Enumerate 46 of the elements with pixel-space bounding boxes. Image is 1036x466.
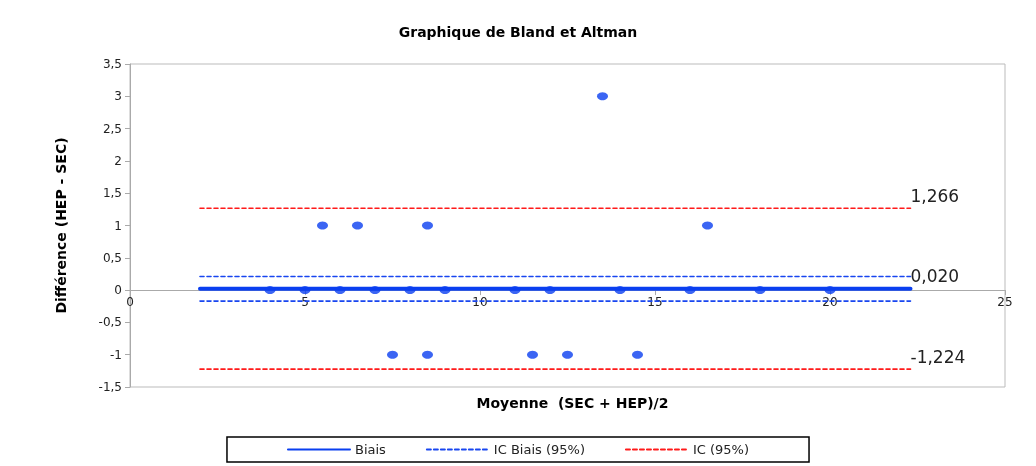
y-tick-label: 1 bbox=[114, 218, 122, 233]
data-label: 1,266 bbox=[910, 185, 960, 206]
y-tick-label: -1 bbox=[110, 347, 122, 362]
point bbox=[544, 286, 556, 295]
point bbox=[824, 286, 836, 295]
legend-label: IC Biais (95%) bbox=[493, 442, 585, 457]
y-tick-label: 0 bbox=[114, 283, 122, 298]
data-label: -1,224 bbox=[910, 346, 966, 367]
legend-label: IC (95%) bbox=[692, 442, 750, 457]
point bbox=[439, 286, 451, 295]
point bbox=[754, 286, 766, 295]
y-tick-label: -0,5 bbox=[98, 315, 122, 330]
x-tick-label: 25 bbox=[997, 295, 1013, 310]
point bbox=[317, 221, 328, 230]
x-tick-label: 0 bbox=[126, 295, 134, 310]
x-axis-title: Moyenne (SEC + HEP)/2 bbox=[476, 395, 669, 411]
point bbox=[352, 221, 363, 230]
legend-label: Biais bbox=[354, 442, 387, 457]
point bbox=[597, 92, 608, 101]
point bbox=[562, 350, 573, 359]
point bbox=[527, 350, 538, 359]
point bbox=[334, 286, 346, 295]
point bbox=[632, 350, 643, 359]
y-tick-label: -1,5 bbox=[98, 380, 122, 394]
point bbox=[614, 286, 626, 295]
y-tick-label: 3,5 bbox=[102, 57, 122, 71]
point bbox=[422, 350, 433, 359]
point bbox=[387, 350, 398, 359]
x-tick-label: 20 bbox=[822, 295, 838, 310]
point bbox=[299, 286, 311, 295]
chart-title: Graphique de Bland et Altman bbox=[398, 24, 638, 40]
y-tick-label: 3 bbox=[114, 89, 122, 104]
y-tick-label: 2,5 bbox=[102, 121, 122, 136]
point bbox=[264, 286, 276, 295]
data-label: 0,020 bbox=[910, 266, 960, 287]
y-tick-label: 1,5 bbox=[102, 186, 122, 201]
point bbox=[702, 221, 713, 230]
y-tick-label: 0,5 bbox=[102, 250, 122, 265]
x-tick-label: 15 bbox=[647, 295, 663, 310]
y-axis-title: Différence (HEP - SEC) bbox=[53, 137, 69, 314]
point bbox=[404, 286, 416, 295]
point bbox=[422, 221, 433, 230]
y-tick-label: 2 bbox=[114, 153, 122, 168]
point bbox=[369, 286, 381, 295]
point bbox=[684, 286, 696, 295]
point bbox=[509, 286, 521, 295]
